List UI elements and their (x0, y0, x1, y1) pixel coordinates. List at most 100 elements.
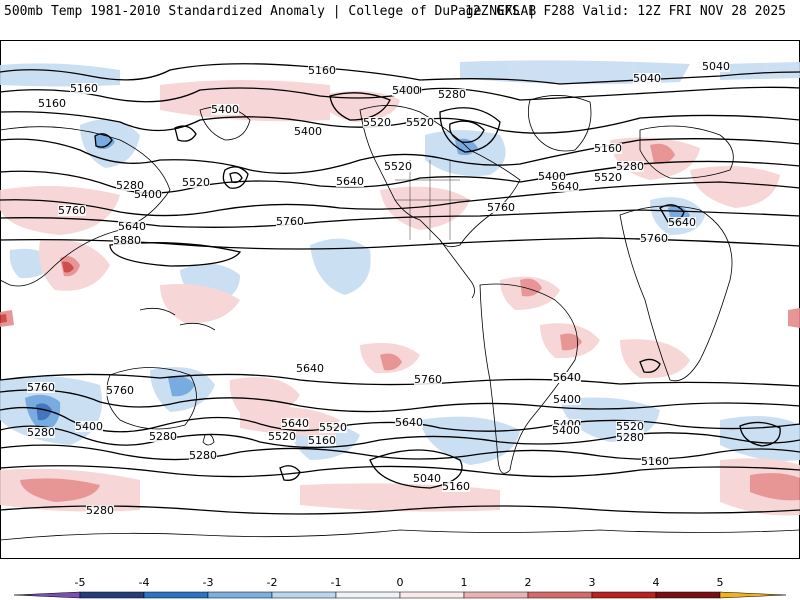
contour-label: 5640 (668, 216, 696, 229)
contour-label-bg (189, 450, 217, 461)
contour-label: 5640 (296, 362, 324, 375)
colorbar: -5 -4 -3 -2 -1 0 1 2 3 4 5 (13, 576, 787, 599)
colorbar-tick-label: 3 (589, 576, 596, 589)
contour-label-bg (113, 235, 141, 246)
contour-label-bg (553, 419, 581, 430)
colorbar-segment (13, 591, 81, 599)
colorbar-tick-label: -4 (139, 576, 150, 589)
contour-label-bg (395, 417, 423, 428)
colorbar-segment (463, 591, 529, 599)
contour-label-bg (702, 61, 730, 72)
colorbar-segment (655, 591, 721, 599)
contour-label: 5760 (27, 381, 55, 394)
contour-label-bg (281, 418, 309, 429)
contour-label: 5160 (38, 97, 66, 110)
contour-label: 5280 (616, 431, 644, 444)
colorbar-segment (399, 591, 465, 599)
contour-label: 5640 (336, 175, 364, 188)
contour-label: 5040 (413, 472, 441, 485)
contour-label-bg (594, 143, 622, 154)
contour-label-bg (149, 431, 177, 442)
colorbar-tick-label: -5 (75, 576, 86, 589)
contour-label: 5520 (616, 420, 644, 433)
colorbar-segment (527, 591, 593, 599)
contour-label-bg (268, 431, 296, 442)
colorbar-segment (271, 591, 337, 599)
contour-label-bg (640, 233, 668, 244)
colorbar-segment (79, 591, 145, 599)
colorbar-segment (335, 591, 401, 599)
contour-label: 5280 (116, 179, 144, 192)
contour-label-bg (308, 65, 336, 76)
contour-label: 5160 (308, 434, 336, 447)
contour-label-bg (86, 505, 114, 516)
anomaly-map: 5160504050405160516054005280540054005520… (0, 40, 800, 559)
contour-label: 5160 (308, 64, 336, 77)
contour-label: 5280 (438, 88, 466, 101)
colorbar-tick-label: 2 (525, 576, 532, 589)
contour-label: 5400 (538, 170, 566, 183)
colorbar-segment (719, 591, 787, 599)
contour-label: 5760 (487, 201, 515, 214)
contour-label-bg (633, 73, 661, 84)
colorbar-tick-label: 5 (717, 576, 724, 589)
contour-label-bg (414, 374, 442, 385)
contour-label: 5040 (633, 72, 661, 85)
colorbar-tick-label: -3 (203, 576, 214, 589)
contour-label: 5160 (442, 480, 470, 493)
contour-label: 5280 (86, 504, 114, 517)
contour-label: 5640 (118, 220, 146, 233)
contour-label-bg (118, 221, 146, 232)
contour-label-bg (211, 104, 239, 115)
contour-label: 5640 (281, 417, 309, 430)
contour-label-bg (406, 117, 434, 128)
colorbar-tick-label: -2 (267, 576, 278, 589)
contour-label: 5040 (702, 60, 730, 73)
contour-label: 5520 (268, 430, 296, 443)
contour-label-bg (319, 422, 347, 433)
contour-label-bg (438, 89, 466, 100)
contour-label-bg (413, 473, 441, 484)
contour-label: 5520 (182, 176, 210, 189)
colorbar-tick-label: 4 (653, 576, 660, 589)
contour-label: 5640 (553, 371, 581, 384)
contour-label: 5400 (294, 125, 322, 138)
contour-label: 5280 (27, 426, 55, 439)
contour-label: 5760 (58, 204, 86, 217)
colorbar-tick-label: -1 (331, 576, 342, 589)
contour-label-bg (487, 202, 515, 213)
contour-label-bg (392, 85, 420, 96)
contour-label-bg (336, 176, 364, 187)
map-title: 500mb Temp 1981-2010 Standardized Anomal… (4, 4, 537, 19)
contour-label-bg (616, 161, 644, 172)
contour-label-bg (27, 427, 55, 438)
contour-label-bg (106, 385, 134, 396)
contour-label-bg (294, 126, 322, 137)
model-run-info: 12Z GFS | F288 Valid: 12Z FRI NOV 28 202… (465, 4, 786, 19)
contour-labels: 5160504050405160516054005280540054005520… (27, 60, 730, 517)
contour-label-bg (552, 425, 580, 436)
contour-label: 5760 (276, 215, 304, 228)
contour-label-bg (668, 217, 696, 228)
contour-label-bg (134, 189, 162, 200)
contour-label: 5160 (641, 455, 669, 468)
contour-label-bg (276, 216, 304, 227)
contour-label: 5400 (134, 188, 162, 201)
contour-label-bg (553, 394, 581, 405)
contour-label: 5520 (406, 116, 434, 129)
contour-label: 5640 (395, 416, 423, 429)
contour-label-bg (553, 372, 581, 383)
contour-label-bg (70, 83, 98, 94)
contour-label: 5880 (113, 234, 141, 247)
colorbar-segment (207, 591, 273, 599)
contour-label: 5520 (384, 160, 412, 173)
contour-label: 5400 (553, 393, 581, 406)
colorbar-segment (143, 591, 209, 599)
contour-label-bg (538, 171, 566, 182)
contour-label: 5280 (189, 449, 217, 462)
contour-label: 5520 (319, 421, 347, 434)
contour-label-bg (616, 432, 644, 443)
contour-label: 5400 (392, 84, 420, 97)
contour-label-bg (384, 161, 412, 172)
contour-label-bg (27, 382, 55, 393)
